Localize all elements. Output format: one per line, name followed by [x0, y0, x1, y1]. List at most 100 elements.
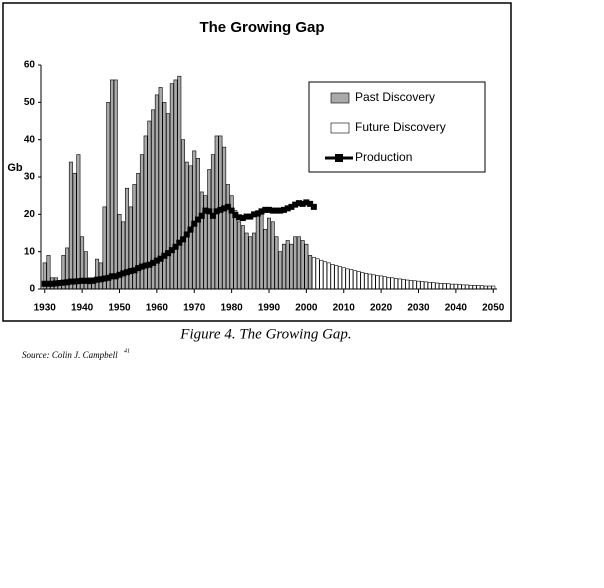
marker — [224, 203, 231, 210]
marker — [299, 200, 306, 207]
marker — [292, 201, 299, 208]
marker — [176, 239, 183, 246]
marker — [45, 280, 52, 287]
marker — [273, 207, 280, 214]
bar — [207, 169, 212, 290]
x-tick-label: 2010 — [333, 303, 356, 314]
marker — [71, 278, 78, 285]
bar — [382, 276, 387, 290]
bar — [442, 283, 447, 290]
marker — [157, 255, 164, 262]
bar — [338, 266, 342, 290]
marker — [258, 208, 265, 215]
bar — [285, 240, 290, 290]
marker — [254, 210, 261, 217]
marker — [217, 206, 224, 213]
marker — [79, 277, 86, 284]
bar — [352, 270, 357, 290]
bar — [252, 232, 257, 290]
x-tick-label: 1950 — [108, 303, 131, 314]
marker — [243, 213, 250, 220]
bar — [121, 221, 126, 290]
bar — [225, 184, 230, 290]
y-tick-label: 40 — [24, 134, 36, 145]
bar — [263, 228, 268, 290]
bar — [326, 262, 331, 290]
bar — [427, 281, 432, 290]
bar — [424, 281, 428, 290]
marker — [232, 212, 239, 219]
bar — [199, 191, 204, 290]
marker — [82, 277, 89, 284]
bar — [210, 154, 215, 290]
bar — [435, 282, 440, 290]
marker — [52, 280, 59, 287]
bar — [173, 79, 178, 290]
marker — [97, 276, 104, 283]
y-tick-label: 10 — [24, 246, 36, 257]
marker — [172, 243, 179, 250]
x-tick-label: 2020 — [370, 303, 393, 314]
bar — [379, 275, 384, 290]
bar — [240, 225, 245, 290]
x-tick-label: 2000 — [295, 303, 318, 314]
marker — [165, 250, 172, 257]
marker — [288, 203, 295, 210]
bar — [349, 269, 354, 290]
marker — [153, 257, 160, 264]
bar — [222, 146, 227, 290]
bar — [72, 172, 77, 290]
marker — [127, 268, 134, 275]
bar — [386, 277, 391, 290]
bar — [304, 243, 309, 290]
marker — [266, 206, 272, 213]
bar — [364, 273, 369, 290]
bar — [233, 210, 238, 290]
marker — [251, 211, 258, 218]
marker — [120, 270, 127, 277]
chart-title: The Growing Gap — [199, 19, 324, 36]
marker — [269, 207, 276, 214]
marker — [183, 231, 190, 238]
marker — [86, 278, 93, 285]
marker — [116, 271, 123, 278]
bar — [76, 154, 81, 290]
bar — [453, 283, 458, 290]
legend-label: Future Discovery — [355, 120, 446, 134]
marker — [213, 208, 220, 215]
bar — [113, 79, 118, 290]
x-tick-label: 1990 — [258, 303, 281, 314]
bar — [181, 139, 186, 290]
bar — [345, 268, 350, 290]
marker — [64, 279, 71, 286]
legend-swatch — [330, 122, 350, 134]
bar — [270, 221, 275, 290]
bar — [450, 283, 455, 290]
bar — [308, 255, 313, 290]
bar — [255, 210, 260, 290]
marker — [105, 274, 112, 281]
bar — [480, 285, 485, 290]
marker — [310, 203, 317, 210]
marker — [131, 267, 138, 274]
marker — [101, 275, 108, 282]
bar — [416, 280, 421, 290]
bar — [401, 278, 406, 290]
x-tick-label: 1960 — [146, 303, 169, 314]
bar — [390, 277, 395, 290]
bar — [409, 280, 414, 290]
bar — [468, 284, 473, 290]
marker — [236, 214, 243, 221]
bar — [128, 206, 133, 290]
marker — [161, 252, 168, 259]
marker — [262, 206, 269, 213]
bar — [465, 284, 470, 290]
source: Source: Colin J. Campbell — [22, 350, 118, 360]
y-axis-label: Gb — [7, 162, 23, 174]
bar — [300, 240, 305, 290]
marker — [202, 207, 209, 214]
marker — [60, 279, 67, 286]
y-tick-label: 20 — [24, 209, 36, 220]
